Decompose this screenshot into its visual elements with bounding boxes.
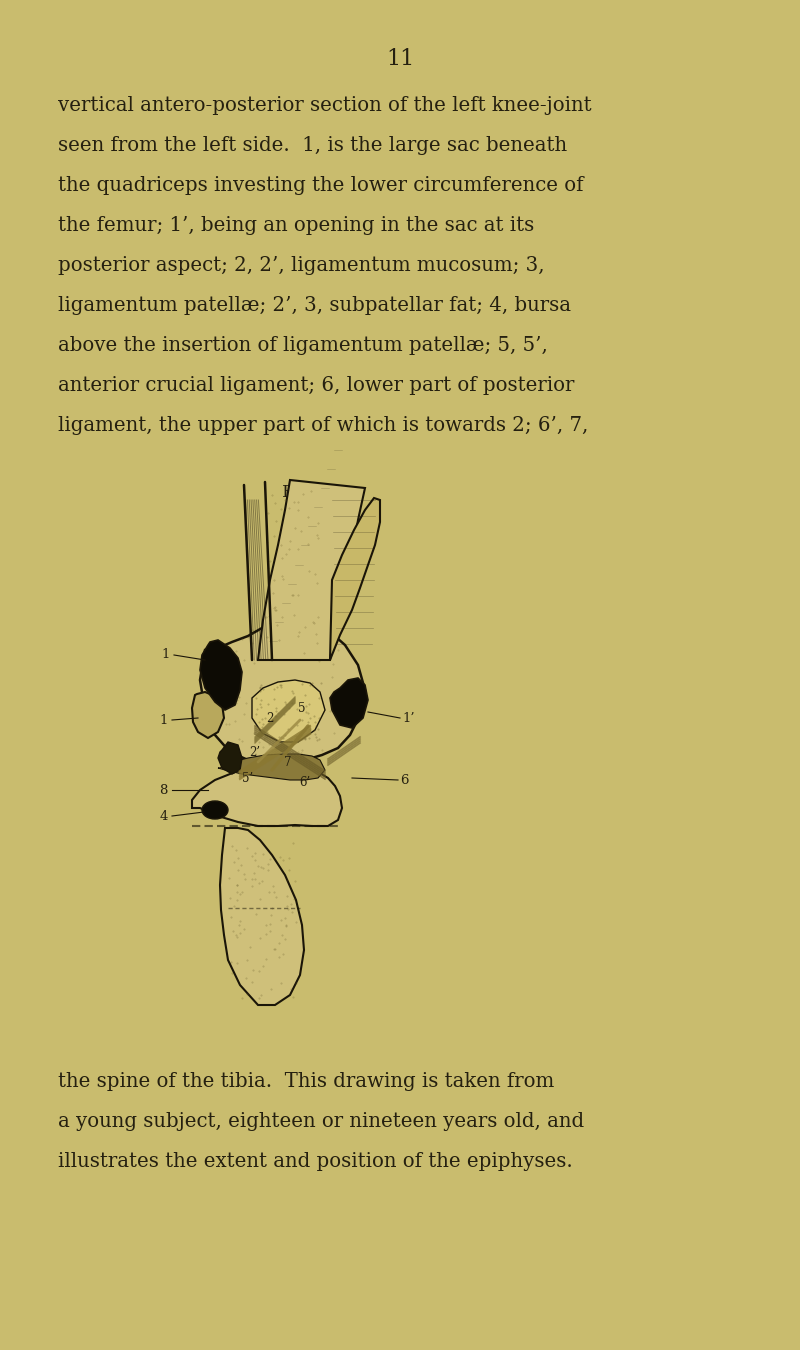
Text: above the insertion of ligamentum patellæ; 5, 5’,: above the insertion of ligamentum patell… xyxy=(58,336,548,355)
Polygon shape xyxy=(258,481,365,660)
Polygon shape xyxy=(330,678,368,728)
Text: ligamentum patellæ; 2’, 3, subpatellar fat; 4, bursa: ligamentum patellæ; 2’, 3, subpatellar f… xyxy=(58,296,571,315)
Text: the spine of the tibia.  This drawing is taken from: the spine of the tibia. This drawing is … xyxy=(58,1072,554,1091)
Text: 8: 8 xyxy=(160,783,168,796)
Polygon shape xyxy=(192,767,342,826)
Text: 2: 2 xyxy=(266,711,274,725)
Text: 1: 1 xyxy=(162,648,170,662)
Text: a young subject, eighteen or nineteen years old, and: a young subject, eighteen or nineteen ye… xyxy=(58,1112,584,1131)
Polygon shape xyxy=(252,680,325,742)
Polygon shape xyxy=(218,743,242,774)
Text: seen from the left side.  1, is the large sac beneath: seen from the left side. 1, is the large… xyxy=(58,136,567,155)
Polygon shape xyxy=(200,620,365,761)
Text: ligament, the upper part of which is towards 2; 6’, 7,: ligament, the upper part of which is tow… xyxy=(58,416,588,435)
Text: 2’: 2’ xyxy=(250,745,261,759)
Text: the femur; 1’, being an opening in the sac at its: the femur; 1’, being an opening in the s… xyxy=(58,216,534,235)
Text: anterior crucial ligament; 6, lower part of posterior: anterior crucial ligament; 6, lower part… xyxy=(58,377,574,396)
Polygon shape xyxy=(218,755,325,780)
Text: 6’: 6’ xyxy=(299,775,310,788)
Text: 7: 7 xyxy=(284,756,292,768)
Text: illustrates the extent and position of the epiphyses.: illustrates the extent and position of t… xyxy=(58,1152,573,1170)
Ellipse shape xyxy=(202,801,228,819)
Text: 4: 4 xyxy=(160,810,168,822)
Text: 11: 11 xyxy=(386,49,414,70)
Polygon shape xyxy=(192,693,224,738)
Polygon shape xyxy=(220,828,304,1004)
Text: the quadriceps investing the lower circumference of: the quadriceps investing the lower circu… xyxy=(58,176,583,194)
Polygon shape xyxy=(200,640,242,710)
Text: Fig. 1.: Fig. 1. xyxy=(282,485,338,501)
Text: vertical antero-posterior section of the left knee-joint: vertical antero-posterior section of the… xyxy=(58,96,592,115)
Text: 1’: 1’ xyxy=(402,711,414,725)
Text: posterior aspect; 2, 2’, ligamentum mucosum; 3,: posterior aspect; 2, 2’, ligamentum muco… xyxy=(58,256,545,275)
Text: 1: 1 xyxy=(160,714,168,726)
Text: 5’: 5’ xyxy=(242,771,254,784)
Polygon shape xyxy=(330,498,380,660)
Text: 6: 6 xyxy=(400,774,409,787)
Text: 5: 5 xyxy=(298,702,306,714)
